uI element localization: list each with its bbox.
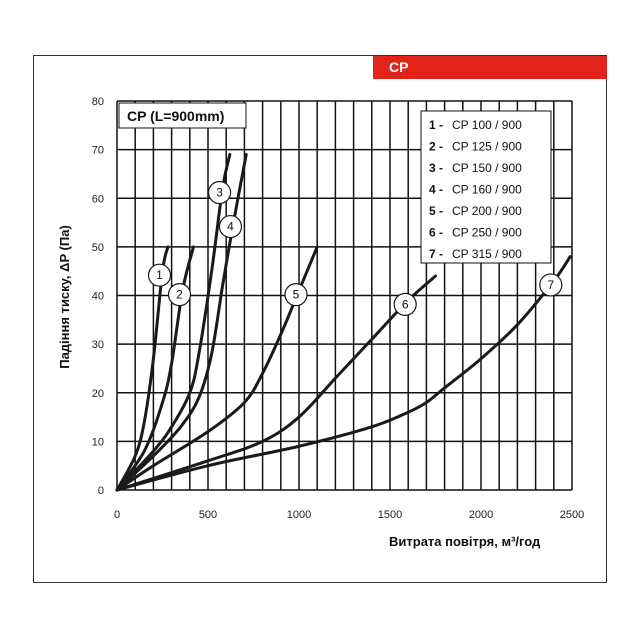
x-tick-label: 2500 (560, 509, 584, 521)
series-marker-7 (539, 273, 563, 297)
legend-box (420, 110, 552, 264)
y-tick-label: 50 (92, 242, 104, 254)
legend-number: 7 - (429, 247, 443, 261)
x-tick-label: 2000 (469, 509, 493, 521)
legend-entry-4: CP 160 / 900 (452, 183, 522, 197)
series-line-7 (115, 255, 572, 492)
y-tick-label: 40 (92, 291, 104, 303)
series-marker-1 (147, 263, 172, 287)
series-line-3 (115, 152, 232, 492)
x-tick-label: 0 (114, 509, 120, 521)
chart-title-box (118, 102, 247, 129)
series-marker-label-6: 6 (402, 297, 409, 311)
series-marker-4 (218, 214, 243, 239)
series-marker-label-2: 2 (176, 288, 183, 302)
series-marker-label-7: 7 (547, 278, 554, 292)
y-tick-label: 80 (92, 96, 104, 108)
legend-number: 6 - (429, 226, 443, 240)
legend-entry-5: CP 200 / 900 (452, 204, 522, 218)
y-tick-label: 30 (92, 339, 104, 351)
legend-entry-6: CP 250 / 900 (452, 226, 522, 240)
x-axis-label: Витрата повітря, м³/год (389, 534, 541, 549)
chart-frame (33, 55, 607, 583)
y-tick-label: 60 (92, 193, 104, 205)
y-tick-label: 20 (92, 388, 104, 400)
y-tick-label: 10 (92, 436, 104, 448)
legend-entry-1: CP 100 / 900 (452, 118, 522, 132)
y-axis-label: Падіння тиску, ΔP (Па) (57, 225, 72, 369)
legend-number: 5 - (429, 204, 443, 218)
ticks: 0 500 1000 1500 2000 2500 0 10 20 30 40 50 60 70 80 (92, 96, 584, 521)
series-markers: 12 3 4 5 6 7 (147, 180, 563, 316)
legend-number: 1 - (429, 118, 443, 132)
header-tag-bar (373, 56, 607, 79)
series-marker-6 (393, 292, 417, 316)
legend-number: 3 - (429, 161, 443, 175)
legend-entry-7: CP 315 / 900 (452, 247, 522, 261)
series-marker-label-4: 4 (227, 220, 234, 234)
legend-number: 4 - (429, 183, 443, 197)
legend-entry-2: CP 125 / 900 (452, 140, 522, 154)
series-marker-2 (167, 283, 192, 307)
x-tick-label: 500 (199, 509, 217, 521)
series-marker-label-3: 3 (216, 186, 223, 200)
legend-entry-3: CP 150 / 900 (452, 161, 522, 175)
series-marker-label-1: 1 (156, 268, 163, 282)
y-tick-label: 0 (98, 485, 104, 497)
legend: 1 - CP 100 / 900 2 - CP 125 / 900 3 - CP 150 … (420, 110, 552, 264)
series-line-5 (115, 245, 319, 492)
y-tick-label: 70 (92, 145, 104, 157)
header-tag: CP (389, 59, 409, 75)
series-marker-5 (284, 283, 308, 307)
x-tick-label: 1500 (378, 509, 402, 521)
series-marker-3 (207, 180, 232, 205)
x-tick-label: 1000 (287, 509, 311, 521)
series-marker-label-5: 5 (293, 288, 300, 302)
chart-title: CP (L=900mm) (127, 108, 224, 124)
legend-number: 2 - (429, 140, 443, 154)
